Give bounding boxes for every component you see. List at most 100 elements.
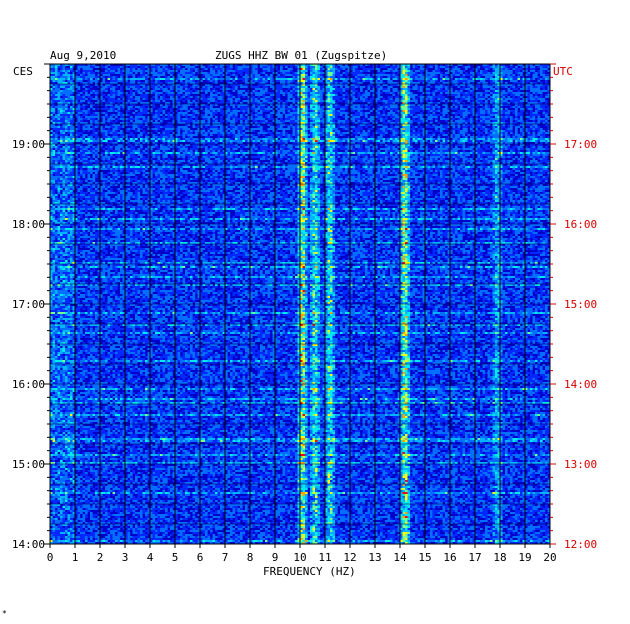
- spectrogram-cell: [88, 116, 91, 118]
- spectrogram-cell: [130, 70, 133, 72]
- spectrogram-cell: [458, 112, 461, 114]
- spectrogram-cell: [458, 118, 461, 120]
- spectrogram-cell: [315, 114, 318, 116]
- spectrogram-cell: [480, 124, 483, 126]
- spectrogram-cell: [430, 106, 433, 108]
- spectrogram-cell: [155, 128, 158, 130]
- spectrogram-cell: [253, 100, 256, 102]
- spectrogram-cell: [268, 76, 271, 78]
- spectrogram-cell: [503, 96, 506, 98]
- spectrogram-cell: [140, 124, 143, 126]
- spectrogram-cell: [495, 118, 498, 120]
- spectrogram-cell: [365, 96, 368, 98]
- spectrogram-cell: [353, 118, 356, 120]
- spectrogram-cell: [418, 68, 421, 70]
- spectrogram-cell: [370, 120, 373, 122]
- spectrogram-cell: [195, 118, 198, 120]
- spectrogram-cell: [213, 100, 216, 102]
- spectrogram-cell: [210, 104, 213, 106]
- spectrogram-cell: [378, 84, 381, 86]
- spectrogram-cell: [138, 116, 141, 118]
- spectrogram-cell: [233, 84, 236, 86]
- spectrogram-cell: [318, 126, 321, 128]
- spectrogram-cell: [320, 92, 323, 94]
- spectrogram-cell: [490, 118, 493, 120]
- spectrogram-cell: [465, 94, 468, 96]
- spectrogram-cell: [388, 114, 391, 116]
- spectrogram-cell: [505, 100, 508, 102]
- spectrogram-cell: [278, 94, 281, 96]
- spectrogram-cell: [253, 92, 256, 94]
- spectrogram-cell: [210, 90, 213, 92]
- spectrogram-cell: [408, 76, 411, 78]
- spectrogram-cell: [428, 118, 431, 120]
- spectrogram-cell: [228, 96, 231, 98]
- spectrogram-cell: [170, 74, 173, 76]
- spectrogram-cell: [63, 116, 66, 118]
- spectrogram-cell: [193, 68, 196, 70]
- spectrogram-cell: [458, 90, 461, 92]
- spectrogram-cell: [303, 88, 306, 90]
- spectrogram-cell: [288, 88, 291, 90]
- spectrogram-cell: [355, 118, 358, 120]
- spectrogram-cell: [63, 70, 66, 72]
- spectrogram-cell: [238, 78, 241, 80]
- spectrogram-cell: [383, 106, 386, 108]
- spectrogram-cell: [308, 124, 311, 126]
- spectrogram-cell: [320, 72, 323, 74]
- spectrogram-cell: [53, 100, 56, 102]
- spectrogram-cell: [288, 120, 291, 122]
- spectrogram-cell: [113, 92, 116, 94]
- spectrogram-cell: [483, 88, 486, 90]
- spectrogram-cell: [493, 98, 496, 100]
- spectrogram-cell: [545, 94, 548, 96]
- spectrogram-cell: [178, 128, 181, 130]
- spectrogram-cell: [180, 128, 183, 130]
- spectrogram-cell: [503, 98, 506, 100]
- spectrogram-cell: [235, 74, 238, 76]
- spectrogram-cell: [63, 108, 66, 110]
- spectrogram-cell: [395, 66, 398, 68]
- spectrogram-cell: [108, 108, 111, 110]
- spectrogram-cell: [188, 90, 191, 92]
- spectrogram-cell: [520, 92, 523, 94]
- spectrogram-cell: [58, 126, 61, 128]
- spectrogram-cell: [503, 120, 506, 122]
- spectrogram-cell: [435, 118, 438, 120]
- spectrogram-cell: [495, 124, 498, 126]
- spectrogram-cell: [295, 72, 298, 74]
- spectrogram-cell: [190, 114, 193, 116]
- spectrogram-cell: [378, 80, 381, 82]
- spectrogram-cell: [140, 84, 143, 86]
- spectrogram-cell: [370, 124, 373, 126]
- spectrogram-cell: [318, 84, 321, 86]
- spectrogram-cell: [453, 66, 456, 68]
- spectrogram-cell: [378, 90, 381, 92]
- spectrogram-cell: [430, 98, 433, 100]
- spectrogram-cell: [413, 104, 416, 106]
- spectrogram-cell: [293, 128, 296, 130]
- spectrogram-cell: [238, 118, 241, 120]
- spectrogram-cell: [210, 70, 213, 72]
- spectrogram-cell: [130, 72, 133, 74]
- spectrogram-cell: [83, 76, 86, 78]
- spectrogram-cell: [513, 80, 516, 82]
- spectrogram-cell: [160, 118, 163, 120]
- spectrogram-cell: [418, 120, 421, 122]
- spectrogram-cell: [263, 76, 266, 78]
- spectrogram-cell: [188, 120, 191, 122]
- spectrogram-cell: [463, 110, 466, 112]
- spectrogram-cell: [313, 74, 316, 76]
- spectrogram-cell: [145, 92, 148, 94]
- spectrogram-cell: [78, 120, 81, 122]
- spectrogram-cell: [315, 80, 318, 82]
- spectrogram-cell: [258, 94, 261, 96]
- spectrogram-cell: [490, 74, 493, 76]
- spectrogram-cell: [353, 100, 356, 102]
- spectrogram-cell: [210, 100, 213, 102]
- spectrogram-cell: [335, 94, 338, 96]
- spectrogram-cell: [130, 104, 133, 106]
- spectrogram-cell: [213, 112, 216, 114]
- spectrogram-cell: [418, 104, 421, 106]
- spectrogram-cell: [103, 118, 106, 120]
